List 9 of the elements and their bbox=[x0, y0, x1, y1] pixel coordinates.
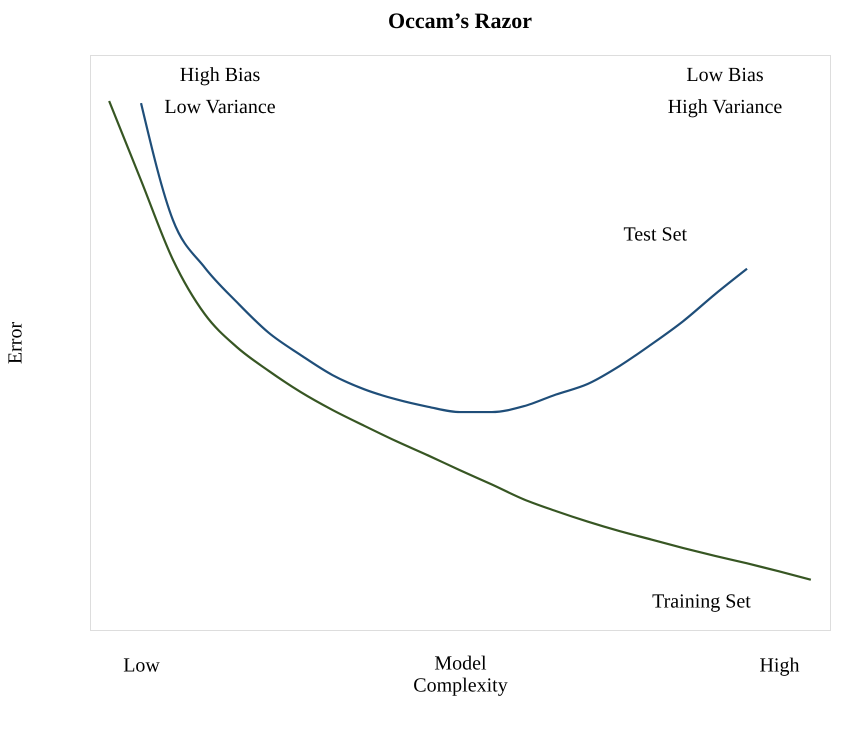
annotation: High Bias Low Variance bbox=[164, 64, 276, 118]
chart-title: Occam’s Razor bbox=[388, 8, 532, 33]
x-axis-title: Model Complexity bbox=[413, 652, 508, 696]
x-tick-label: High bbox=[759, 654, 800, 676]
text: Test Set bbox=[623, 224, 688, 246]
series-label: Training Set bbox=[652, 590, 752, 613]
annotation: Low Bias High Variance bbox=[668, 64, 782, 118]
y-axis-title: Error bbox=[4, 322, 26, 364]
x-tick-label: Low bbox=[123, 654, 160, 676]
